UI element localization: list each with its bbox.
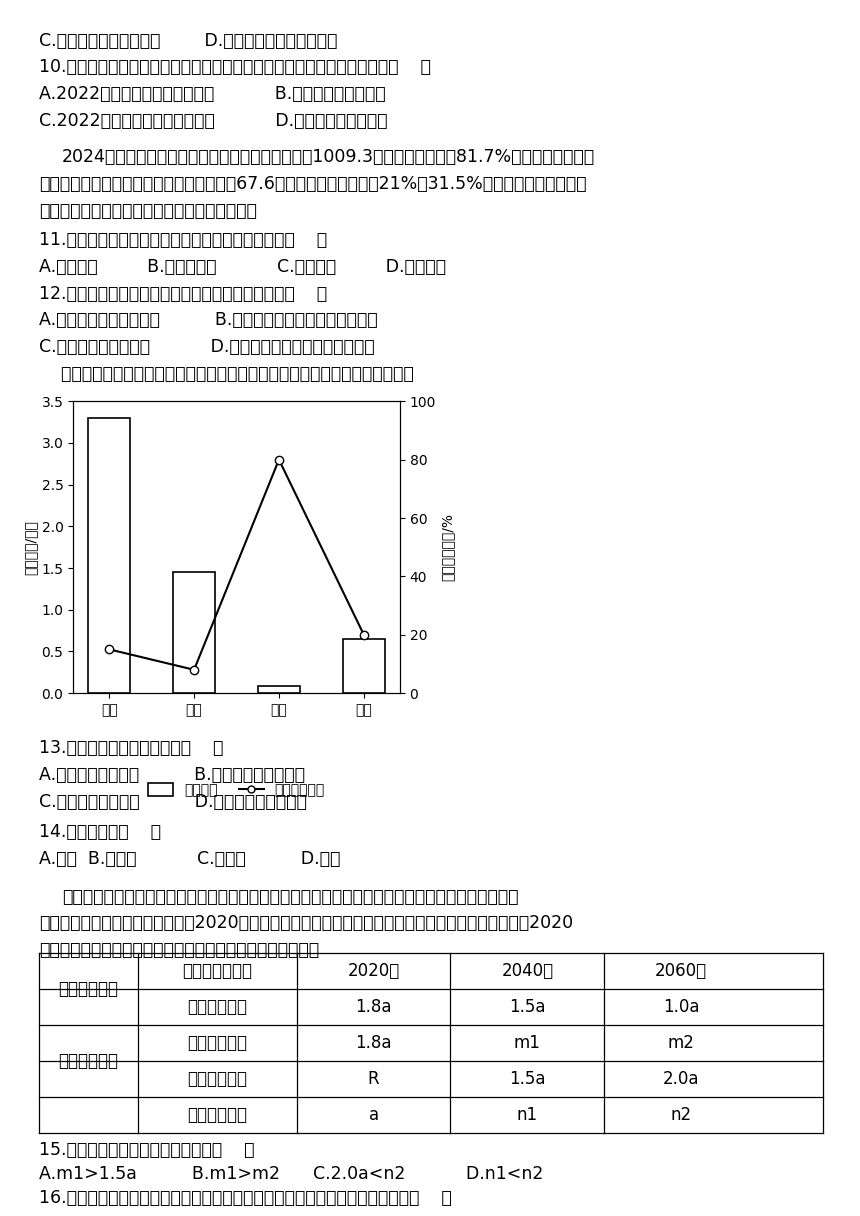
Bar	[342, 638, 385, 693]
Text: A.优化了当地的人口结构          B.带动了城市的消费，繁荣了市场: A.优化了当地的人口结构 B.带动了城市的消费，繁荣了市场	[39, 311, 378, 330]
Text: 2024年春节假期，黑龙江省哈尔滨市累计接待游客1009.3万人次，同比增长81.7%，据哈尔滨太平国: 2024年春节假期，黑龙江省哈尔滨市累计接待游客1009.3万人次，同比增长81…	[62, 148, 595, 167]
Text: A.美国  B.阿联酋           C.俄罗斯          D.德国: A.美国 B.阿联酋 C.俄罗斯 D.德国	[39, 850, 340, 868]
Text: 假定保持不变: 假定保持不变	[187, 1070, 247, 1088]
Text: 国内可供资源: 国内可供资源	[58, 980, 118, 998]
Text: 16.假定生产力水平保持不变，可确定该国人口数量突破环境人口容量的时间在（    ）: 16.假定生产力水平保持不变，可确定该国人口数量突破环境人口容量的时间在（ ）	[39, 1189, 452, 1207]
Text: 际机场数据显示，该机场在此期间运送旅客67.6万人次，同比分别增长21%、31.5%，均创历史新高，吞吐: 际机场数据显示，该机场在此期间运送旅客67.6万人次，同比分别增长21%、31.…	[39, 175, 587, 193]
Y-axis label: 人口总量/亿人: 人口总量/亿人	[23, 519, 37, 575]
Text: A.m1>1.5a          B.m1>m2      C.2.0a<n2           D.n1<n2: A.m1>1.5a B.m1>m2 C.2.0a<n2 D.n1<n2	[39, 1165, 543, 1183]
Text: n2: n2	[671, 1107, 691, 1125]
Text: n1: n1	[517, 1107, 538, 1125]
Text: 假定持续提高: 假定持续提高	[187, 1035, 247, 1052]
Y-axis label: 外来移民比重/%: 外来移民比重/%	[440, 513, 454, 581]
Text: 1.5a: 1.5a	[509, 1070, 545, 1088]
Text: A.缓解甲国就业压力          B.降低乙国人口出生率: A.缓解甲国就业压力 B.降低乙国人口出生率	[39, 766, 304, 784]
Text: 10.对比重庆近年来的常住人口数与城镇常住人口数，重庆的城镇化特点是（    ）: 10.对比重庆近年来的常住人口数与城镇常住人口数，重庆的城镇化特点是（ ）	[39, 58, 431, 77]
Text: 生产力水平设定: 生产力水平设定	[182, 962, 252, 980]
Text: a: a	[369, 1107, 378, 1125]
Text: R: R	[368, 1070, 379, 1088]
Text: 2.0a: 2.0a	[663, 1070, 699, 1088]
Text: 中字母均为设定值），起算时间为2020年。估算过程中，对生产力水平作了两种设定：一是生产力保持2020: 中字母均为设定值），起算时间为2020年。估算过程中，对生产力水平作了两种设定：…	[39, 914, 573, 933]
Bar	[173, 573, 215, 693]
Text: 14.丙国可能是（    ）: 14.丙国可能是（ ）	[39, 823, 161, 841]
Text: m2: m2	[667, 1035, 695, 1052]
Text: m1: m1	[514, 1035, 541, 1052]
Text: C.缓解了用工难的问题           D.增强了当地第二、三产业的活力: C.缓解了用工难的问题 D.增强了当地第二、三产业的活力	[39, 338, 374, 356]
Text: C.大量增加早期教育机构        D.完善生育福利和社会保障: C.大量增加早期教育机构 D.完善生育福利和社会保障	[39, 32, 337, 50]
Text: 年水平不变，二是生产力水平持续提高。据此完成下面小题。: 年水平不变，二是生产力水平持续提高。据此完成下面小题。	[39, 941, 319, 959]
Text: 假定保持不变: 假定保持不变	[187, 998, 247, 1017]
Text: 下图示意世界某四个主要移民国家人口总量及外来移民比重。完成下面小题。: 下图示意世界某四个主要移民国家人口总量及外来移民比重。完成下面小题。	[39, 365, 414, 383]
Text: C.2022年重庆乡村人口增加最少           D.重庆城镇化水平较低: C.2022年重庆乡村人口增加最少 D.重庆城镇化水平较低	[39, 112, 387, 130]
Text: A.2022年重庆城镇人口增加最多           B.重庆城镇化水平较高: A.2022年重庆城镇人口增加最多 B.重庆城镇化水平较高	[39, 85, 385, 103]
Text: 国民所需资源: 国民所需资源	[58, 1052, 118, 1070]
Text: 2020年: 2020年	[347, 962, 400, 980]
Text: 量位居东北四大机场之首。据此完成下面小题。: 量位居东北四大机场之首。据此完成下面小题。	[39, 202, 256, 220]
Text: 1.0a: 1.0a	[663, 998, 699, 1017]
Text: 11.吸引大量游客选择哈尔滨旅游的主要影响因素是（    ）: 11.吸引大量游客选择哈尔滨旅游的主要影响因素是（ ）	[39, 231, 327, 249]
Text: 12.春节期间此现象对人口流入地产生的主要影响是（    ）: 12.春节期间此现象对人口流入地产生的主要影响是（ ）	[39, 285, 327, 303]
Bar	[258, 687, 300, 693]
Text: 假定持续提高: 假定持续提高	[187, 1107, 247, 1125]
Text: 2060年: 2060年	[655, 962, 707, 980]
Text: 1.8a: 1.8a	[355, 998, 392, 1017]
Bar	[88, 418, 131, 693]
Text: 某发展中国家的科研团队，利用地理信息技术对本国资源供需数量进行了估算，数据如下图所示（图: 某发展中国家的科研团队，利用地理信息技术对本国资源供需数量进行了估算，数据如下图…	[62, 888, 519, 906]
Text: 2040年: 2040年	[501, 962, 553, 980]
Text: A.经济因素         B.交通的发展           C.家庭因素         D.气候因素: A.经济因素 B.交通的发展 C.家庭因素 D.气候因素	[39, 258, 445, 276]
Legend: 人口总量, 外来移民比重: 人口总量, 外来移民比重	[143, 778, 330, 803]
Text: 1.5a: 1.5a	[509, 998, 545, 1017]
Text: 13.移民给各国带来的影响是（    ）: 13.移民给各国带来的影响是（ ）	[39, 739, 223, 758]
Text: C.降低丙国平均年龄          D.导致丁国性别比失衡: C.降低丙国平均年龄 D.导致丁国性别比失衡	[39, 793, 306, 811]
Text: 1.8a: 1.8a	[355, 1035, 392, 1052]
Text: 15.以下资源数量大小表达正确的是（    ）: 15.以下资源数量大小表达正确的是（ ）	[39, 1141, 255, 1159]
